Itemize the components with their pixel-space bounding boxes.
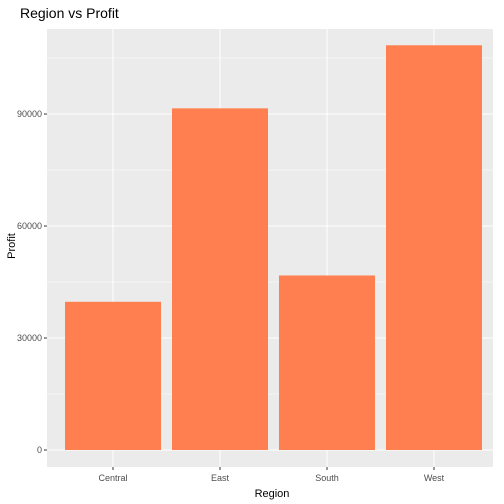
y-axis-title: Profit xyxy=(6,233,18,259)
y-tick-label: 0 xyxy=(37,445,42,455)
chart-title: Region vs Profit xyxy=(20,5,119,21)
x-tick-label: Central xyxy=(98,473,127,483)
x-tick-label: West xyxy=(424,473,445,483)
bars xyxy=(65,45,482,451)
bar-south xyxy=(279,275,375,450)
bar-east xyxy=(172,108,268,451)
y-tick-label: 60000 xyxy=(17,221,42,231)
x-axis-title: Region xyxy=(255,488,290,500)
y-tick-label: 90000 xyxy=(17,109,42,119)
x-axis: Central East South West xyxy=(98,467,445,483)
x-tick-label: East xyxy=(211,473,230,483)
bar-west xyxy=(386,45,482,450)
bar-central xyxy=(65,301,161,450)
y-axis: 0 30000 60000 90000 xyxy=(17,109,47,455)
x-tick-label: South xyxy=(315,473,339,483)
y-tick-label: 30000 xyxy=(17,333,42,343)
